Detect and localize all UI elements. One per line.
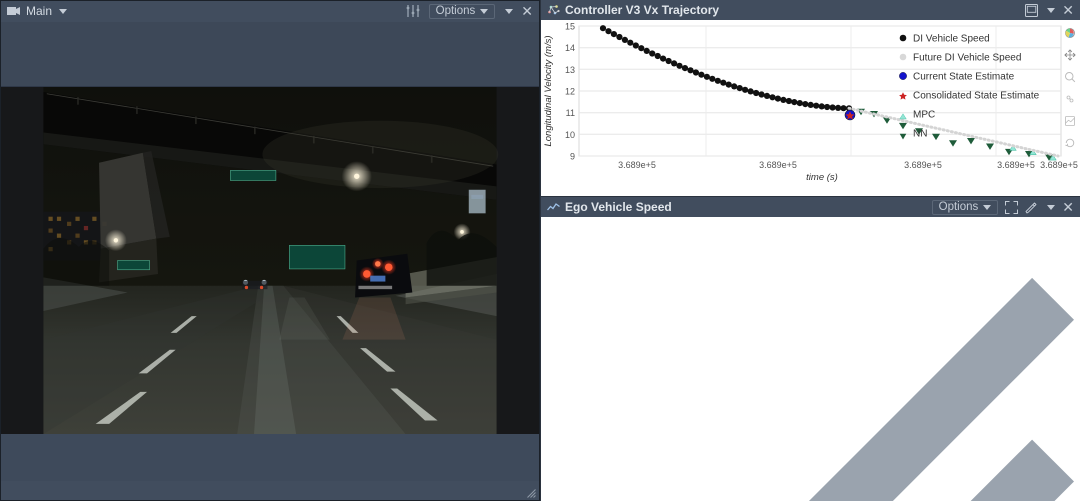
svg-text:12: 12 — [565, 87, 575, 97]
svg-text:NN: NN — [913, 129, 927, 140]
svg-text:MPC: MPC — [913, 110, 935, 121]
svg-text:Current State Estimate: Current State Estimate — [913, 72, 1015, 83]
svg-text:3.689e+5: 3.689e+5 — [904, 160, 942, 170]
svg-text:3.689e+5: 3.689e+5 — [618, 160, 656, 170]
svg-text:11: 11 — [566, 108, 575, 118]
svg-text:Consolidated State Estimate: Consolidated State Estimate — [913, 91, 1040, 102]
svg-text:3.689e+5: 3.689e+5 — [1040, 160, 1078, 170]
svg-text:15: 15 — [565, 22, 575, 32]
svg-text:3.689e+5: 3.689e+5 — [997, 160, 1035, 170]
svg-text:10: 10 — [565, 130, 575, 140]
svg-text:3.689e+5: 3.689e+5 — [759, 160, 797, 170]
svg-text:9: 9 — [570, 152, 575, 162]
svg-text:13: 13 — [565, 65, 575, 75]
svg-text:time (s): time (s) — [806, 172, 838, 183]
svg-text:Future DI Vehicle Speed: Future DI Vehicle Speed — [913, 53, 1021, 64]
svg-text:Longitudinal Velocity (m/s): Longitudinal Velocity (m/s) — [543, 35, 554, 146]
svg-text:14: 14 — [565, 43, 575, 53]
svg-text:DI Vehicle Speed: DI Vehicle Speed — [913, 34, 990, 45]
